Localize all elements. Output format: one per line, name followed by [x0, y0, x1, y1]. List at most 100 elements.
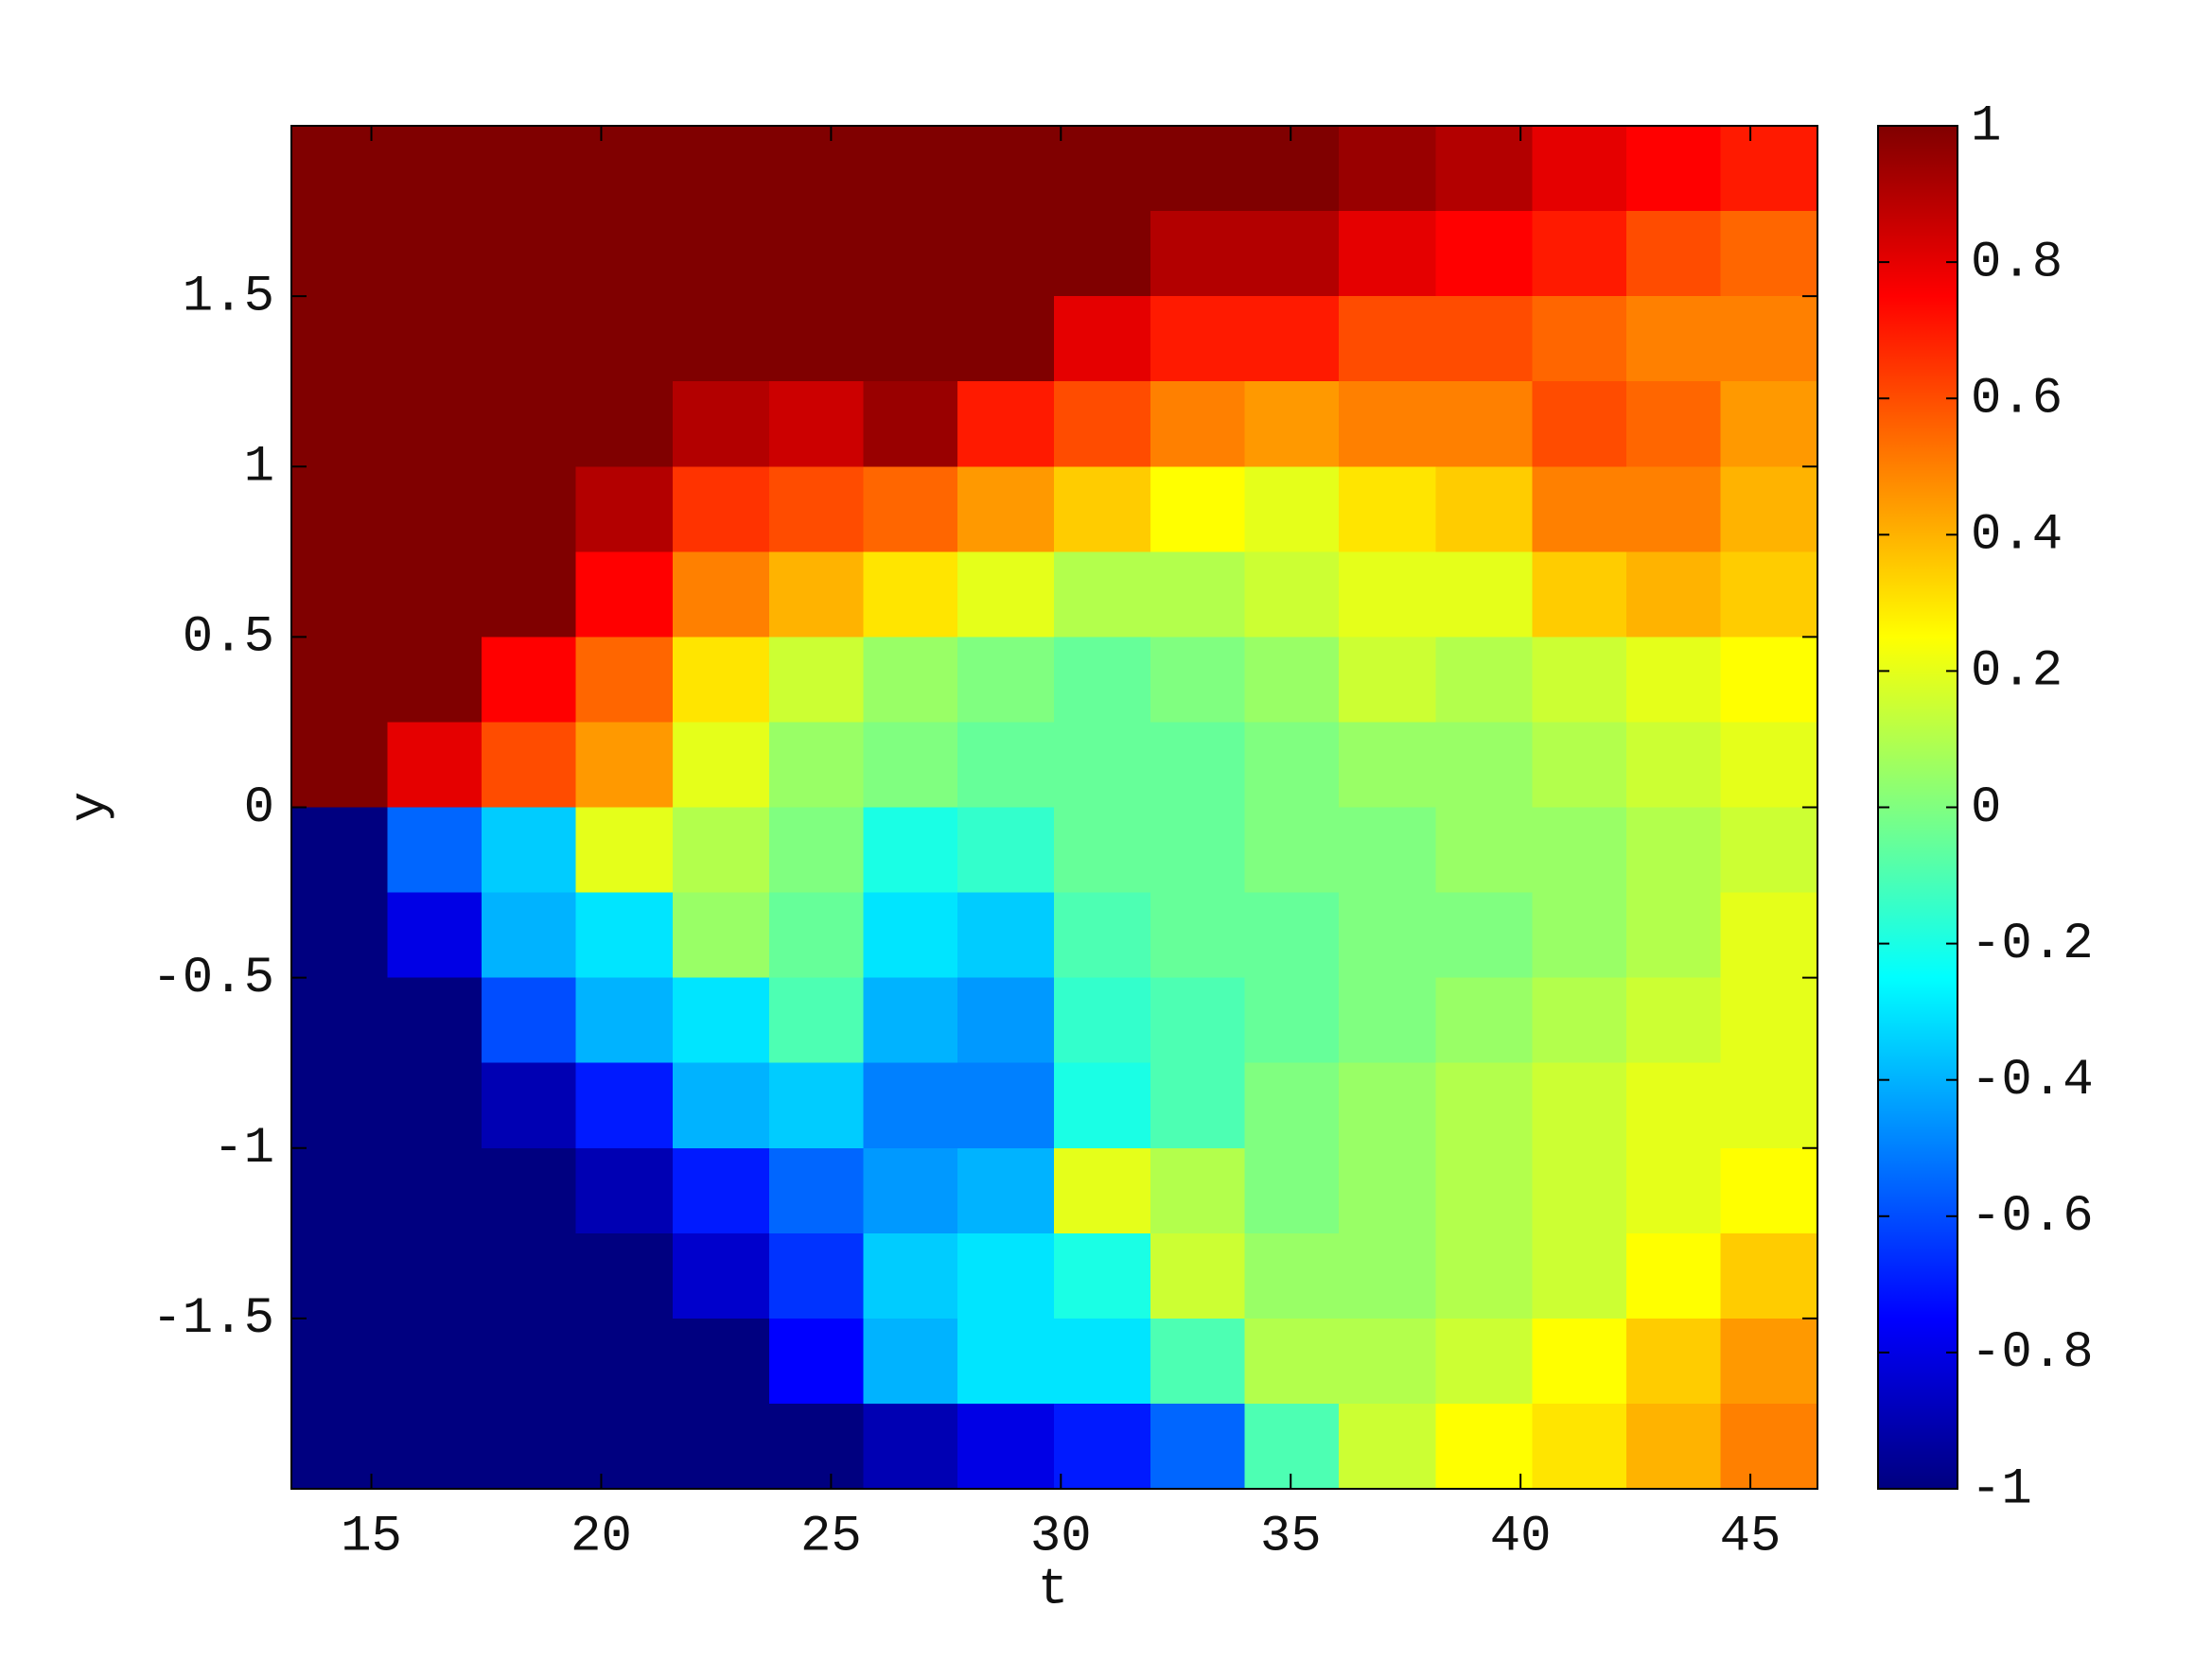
- heat-cell: [863, 807, 958, 894]
- heat-cell: [1244, 211, 1340, 297]
- y-tick-label: 1.5: [183, 268, 274, 325]
- heat-cell: [957, 381, 1055, 467]
- heat-cell: [957, 977, 1055, 1064]
- heat-cell: [291, 1403, 389, 1490]
- heat-cell: [482, 296, 577, 382]
- heat-cell: [1435, 126, 1533, 212]
- heat-cell: [1244, 1147, 1340, 1234]
- heat-cell: [1435, 977, 1533, 1064]
- heat-cell: [1720, 211, 1818, 297]
- heat-cell: [1435, 722, 1533, 809]
- heat-cell: [1720, 1232, 1818, 1319]
- heat-cell: [863, 466, 958, 552]
- y-tick-label: 1: [244, 439, 274, 497]
- heat-cell: [1625, 637, 1722, 724]
- heat-cell: [387, 977, 483, 1064]
- heat-cell: [957, 211, 1055, 297]
- heat-cell: [1339, 551, 1436, 638]
- heat-cell: [575, 296, 674, 382]
- heat-cell: [1625, 977, 1722, 1064]
- heat-cell: [957, 1232, 1055, 1319]
- heat-cell: [1435, 211, 1533, 297]
- heat-cell: [1339, 296, 1436, 382]
- colorbar-tick-label: -0.2: [1971, 916, 2094, 973]
- heat-cell: [1532, 1403, 1627, 1490]
- y-tick-label: -1: [213, 1120, 274, 1178]
- heat-cell: [1150, 466, 1246, 552]
- heat-cell: [575, 1318, 674, 1405]
- colorbar-tick-label: -0.8: [1971, 1324, 2094, 1382]
- heat-cell: [863, 1062, 958, 1149]
- colorbar-tick-label: 0.2: [1971, 643, 2063, 701]
- heat-cell: [291, 977, 389, 1064]
- heat-cell: [1720, 892, 1818, 979]
- heat-cell: [387, 551, 483, 638]
- heat-cell: [1435, 466, 1533, 552]
- heat-cell: [1625, 1062, 1722, 1149]
- heat-cell: [1339, 722, 1436, 809]
- colorbar-tick-label: 0: [1971, 779, 2001, 837]
- heatmap: [291, 126, 1818, 1490]
- heat-cell: [1339, 637, 1436, 724]
- heat-cell: [1720, 807, 1818, 894]
- heat-cell: [575, 892, 674, 979]
- heat-cell: [1150, 381, 1246, 467]
- heat-cell: [1625, 892, 1722, 979]
- heat-cell: [482, 466, 577, 552]
- heat-cell: [575, 977, 674, 1064]
- heat-cell: [291, 722, 389, 809]
- heat-cell: [1339, 892, 1436, 979]
- heat-cell: [768, 977, 864, 1064]
- heat-cell: [1244, 381, 1340, 467]
- heat-cell: [387, 296, 483, 382]
- heat-cell: [1720, 1318, 1818, 1405]
- heat-cell: [1532, 977, 1627, 1064]
- heat-cell: [1150, 1403, 1246, 1490]
- heat-cell: [957, 1147, 1055, 1234]
- heat-cell: [482, 637, 577, 724]
- heat-cell: [1720, 551, 1818, 638]
- heat-cell: [957, 807, 1055, 894]
- heat-cell: [1150, 1147, 1246, 1234]
- heat-cell: [1244, 1062, 1340, 1149]
- heat-cell: [768, 211, 864, 297]
- heat-cell: [672, 637, 770, 724]
- heat-cell: [1054, 1318, 1151, 1405]
- heat-cell: [863, 1403, 958, 1490]
- heat-cell: [1625, 807, 1722, 894]
- heat-cell: [863, 551, 958, 638]
- y-tick-label: 0.5: [183, 609, 274, 667]
- heat-cell: [1532, 1147, 1627, 1234]
- heat-cell: [863, 977, 958, 1064]
- heat-cell: [957, 126, 1055, 212]
- heat-cell: [672, 892, 770, 979]
- heat-cell: [1435, 1062, 1533, 1149]
- heat-cell: [387, 1147, 483, 1234]
- heat-cell: [672, 1318, 770, 1405]
- heat-cell: [387, 637, 483, 724]
- x-axis-label: t: [1038, 1561, 1068, 1618]
- heat-cell: [1150, 637, 1246, 724]
- heat-cell: [387, 1318, 483, 1405]
- y-tick-label: 0: [244, 779, 274, 837]
- heat-cell: [672, 126, 770, 212]
- heat-cell: [1532, 126, 1627, 212]
- heat-cell: [1244, 466, 1340, 552]
- heat-cell: [672, 211, 770, 297]
- heat-cell: [1625, 211, 1722, 297]
- heat-cell: [1532, 892, 1627, 979]
- heat-cell: [672, 381, 770, 467]
- heat-cell: [482, 1147, 577, 1234]
- heat-cell: [1054, 637, 1151, 724]
- heat-cell: [863, 296, 958, 382]
- heat-cell: [1625, 1147, 1722, 1234]
- heat-cell: [1339, 1318, 1436, 1405]
- heat-cell: [1532, 551, 1627, 638]
- heat-cell: [1339, 1403, 1436, 1490]
- heat-cell: [1532, 637, 1627, 724]
- heat-cell: [672, 466, 770, 552]
- heat-cell: [957, 637, 1055, 724]
- heat-cell: [1532, 381, 1627, 467]
- colorbar-tick-label: 1: [1971, 97, 2001, 155]
- heat-cell: [575, 722, 674, 809]
